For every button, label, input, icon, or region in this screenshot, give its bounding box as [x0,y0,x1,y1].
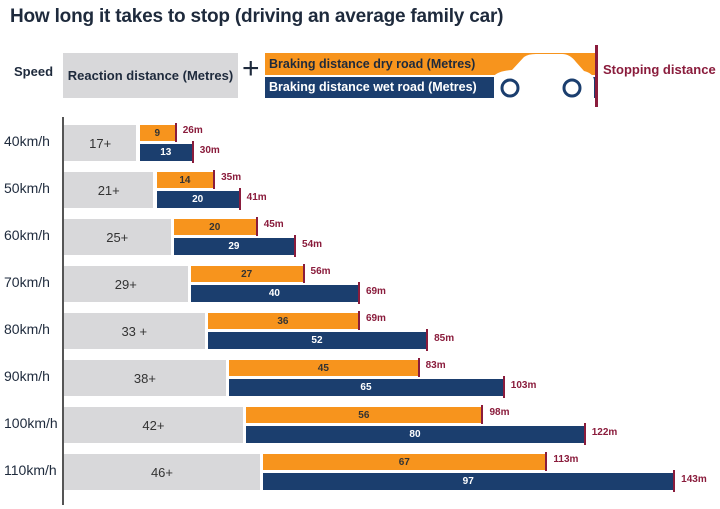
reaction-bar: 17+ [64,125,137,161]
wet-total-tick [583,423,586,445]
dry-total-tick [417,358,420,377]
dry-total-label: 113m [553,454,579,465]
wet-total-label: 85m [434,333,455,344]
dry-bar: 67 [263,454,546,470]
wet-bar: 80 [246,426,584,443]
dry-bar: 20 [173,219,256,235]
reaction-bar: 42+ [64,407,243,443]
dry-total-label: 26m [182,125,203,136]
speed-label: 110km/h [4,462,57,478]
wet-bar: 65 [229,379,503,396]
speed-label: 80km/h [4,321,50,337]
reaction-bar: 46+ [64,454,260,490]
wet-total-label: 41m [246,192,267,203]
dry-bar: 9 [139,125,175,141]
dry-bar: 14 [156,172,214,188]
reaction-bar: 33 + [64,313,205,349]
legend-reaction: Reaction distance (Metres) [63,53,238,98]
wet-bar: 29 [173,238,295,255]
wet-total-tick [673,470,676,492]
reaction-bar: 25+ [64,219,171,255]
dry-bar: 45 [229,360,418,376]
dry-bar: 36 [207,313,358,329]
wet-total-tick [357,282,360,304]
wet-bar: 52 [207,332,427,349]
reaction-bar: 38+ [64,360,226,396]
wet-bar: 13 [139,144,192,161]
dry-total-tick [174,123,177,142]
wet-total-tick [294,235,297,257]
dry-total-label: 98m [489,407,510,418]
speed-label: 100km/h [4,415,58,431]
dry-total-tick [481,405,484,424]
wet-total-label: 143m [681,474,707,485]
reaction-bar: 21+ [64,172,154,208]
speed-label: 70km/h [4,274,50,290]
dry-total-tick [213,170,216,189]
dry-total-tick [357,311,360,330]
wet-total-label: 54m [302,239,323,250]
dry-total-label: 56m [310,266,331,277]
speed-label: 60km/h [4,227,50,243]
wet-total-tick [426,329,429,351]
legend-stopping: Stopping distance [603,62,716,77]
wet-total-label: 30m [199,145,220,156]
speed-label: 50km/h [4,180,50,196]
car-icon [494,54,594,98]
dry-total-label: 83m [425,360,446,371]
dry-total-tick [255,217,258,236]
wet-bar: 97 [263,473,674,490]
legend-plus: + [242,52,260,85]
wet-total-label: 103m [510,380,537,391]
legend-speed: Speed [14,64,54,79]
reaction-bar: 29+ [64,266,188,302]
wet-total-label: 69m [365,286,386,297]
wet-total-tick [502,376,505,398]
dry-total-label: 45m [263,219,284,230]
dry-bar: 27 [190,266,303,282]
dry-total-tick [302,264,305,283]
chart-title: How long it takes to stop (driving an av… [10,6,504,27]
wet-total-tick [238,188,241,210]
dry-total-label: 69m [365,313,386,324]
wet-total-tick [191,141,194,163]
wet-total-label: 122m [591,427,618,438]
wet-bar: 20 [156,191,239,208]
speed-label: 90km/h [4,368,50,384]
speed-label: 40km/h [4,133,50,149]
dry-bar: 56 [246,407,482,423]
dry-total-label: 35m [221,172,242,183]
dry-total-tick [545,452,548,471]
y-axis-line [62,117,64,505]
wet-bar: 40 [190,285,358,302]
stopping-line [595,45,598,107]
